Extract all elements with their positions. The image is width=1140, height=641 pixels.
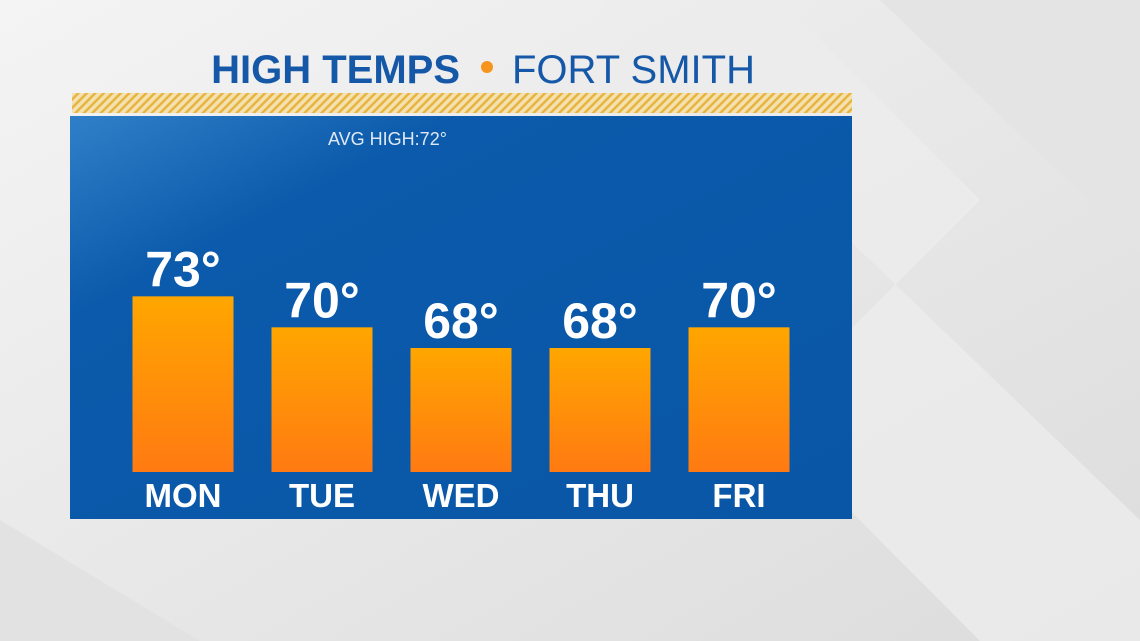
value-label: 73° [145, 241, 221, 297]
bar [132, 296, 234, 472]
chart-title: HIGH TEMPS [211, 48, 460, 92]
value-label: 68° [562, 293, 638, 349]
bar [688, 327, 790, 472]
bar [271, 327, 373, 472]
x-tick-label: TUE [289, 477, 355, 514]
value-label: 70° [284, 272, 360, 328]
value-label: 70° [701, 272, 777, 328]
x-tick-label: THU [566, 477, 634, 514]
bar [549, 348, 651, 472]
x-tick-label: MON [145, 477, 222, 514]
value-label: 68° [423, 293, 499, 349]
background-shape [600, 0, 1140, 641]
hatch-strip [72, 93, 852, 113]
chart-subtitle: FORT SMITH [512, 48, 755, 92]
x-tick-label: FRI [712, 477, 765, 514]
annotation: AVG HIGH:72° [328, 129, 447, 149]
background-shape [880, 0, 1140, 250]
bar [410, 348, 512, 472]
title-bullet [481, 61, 493, 73]
x-tick-label: WED [423, 477, 500, 514]
background-shape [0, 520, 200, 641]
